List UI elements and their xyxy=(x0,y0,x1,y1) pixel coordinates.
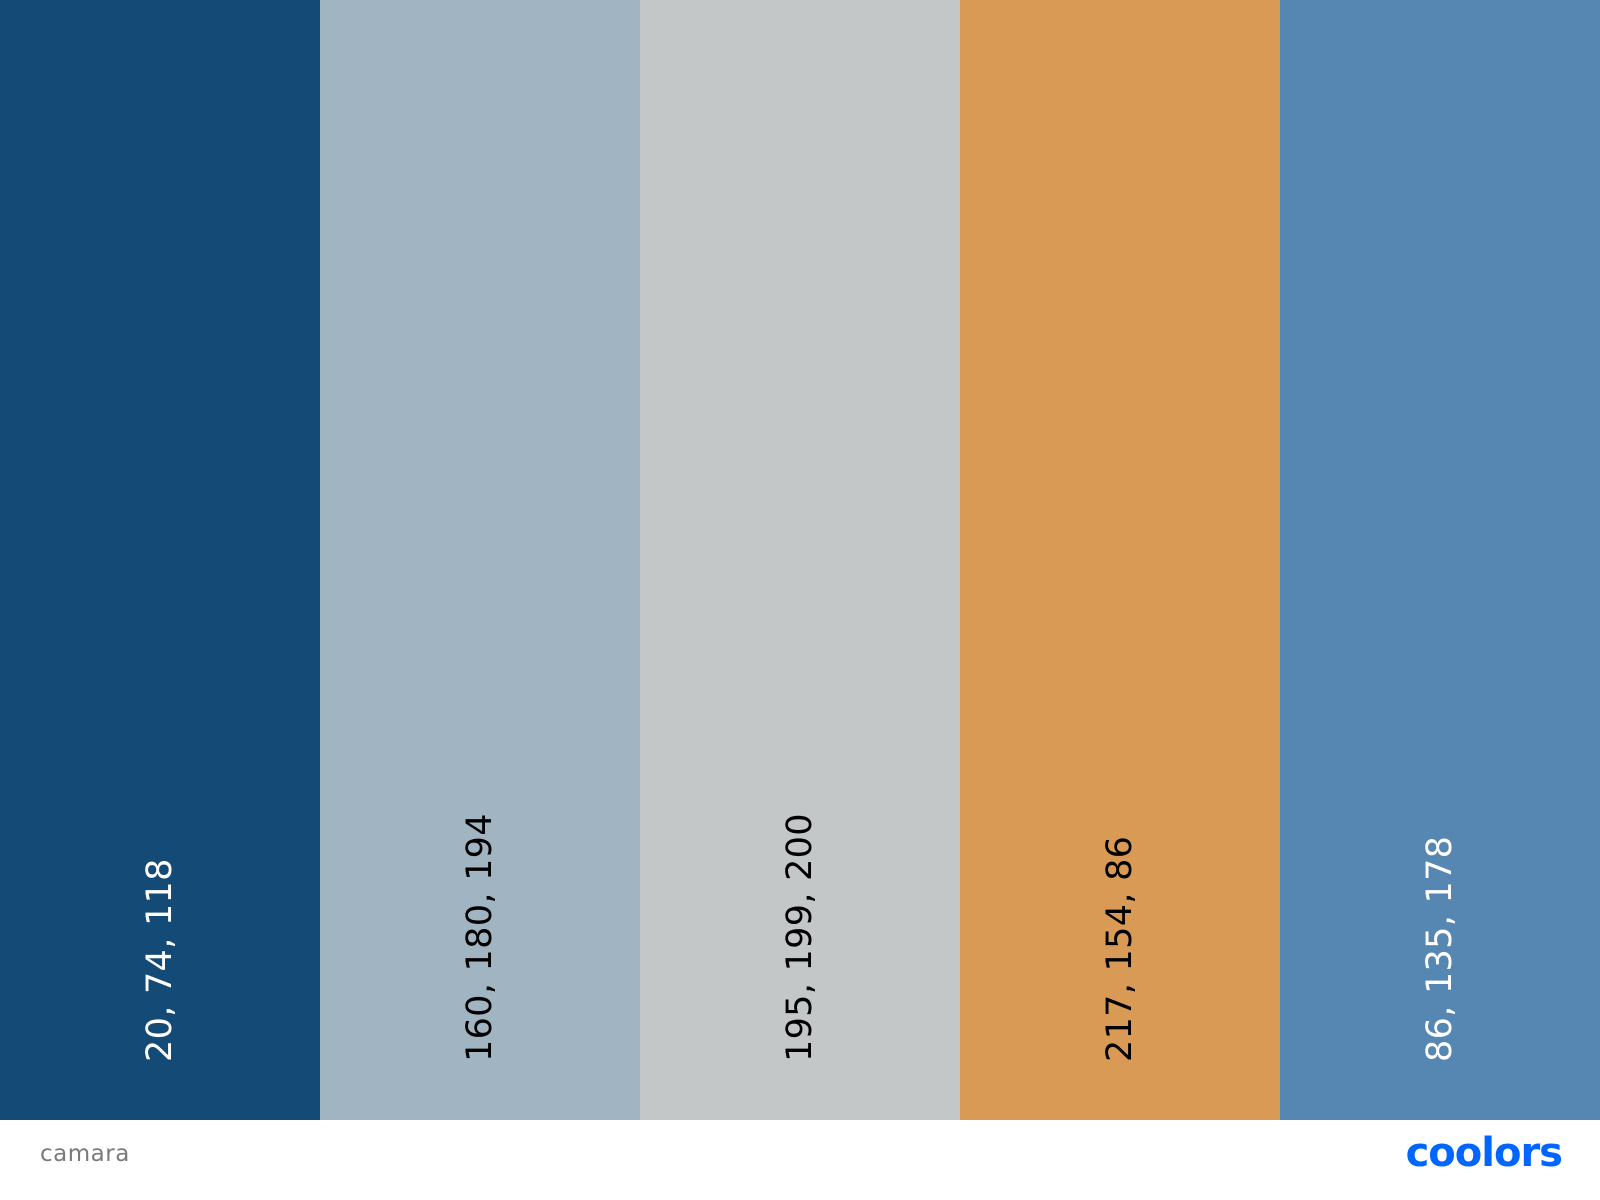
footer-bar: camara coolors xyxy=(0,1120,1600,1200)
color-swatch-4[interactable]: 217, 154, 86 xyxy=(960,0,1280,1120)
palette-name: camara xyxy=(40,1141,130,1167)
coolors-logo[interactable]: coolors xyxy=(1405,1130,1563,1176)
color-swatch-1[interactable]: 20, 74, 118 xyxy=(0,0,320,1120)
color-swatch-3[interactable]: 195, 199, 200 xyxy=(640,0,960,1120)
color-palette: 20, 74, 118 160, 180, 194 195, 199, 200 … xyxy=(0,0,1600,1120)
color-swatch-2[interactable]: 160, 180, 194 xyxy=(320,0,640,1120)
color-swatch-5[interactable]: 86, 135, 178 xyxy=(1280,0,1600,1120)
